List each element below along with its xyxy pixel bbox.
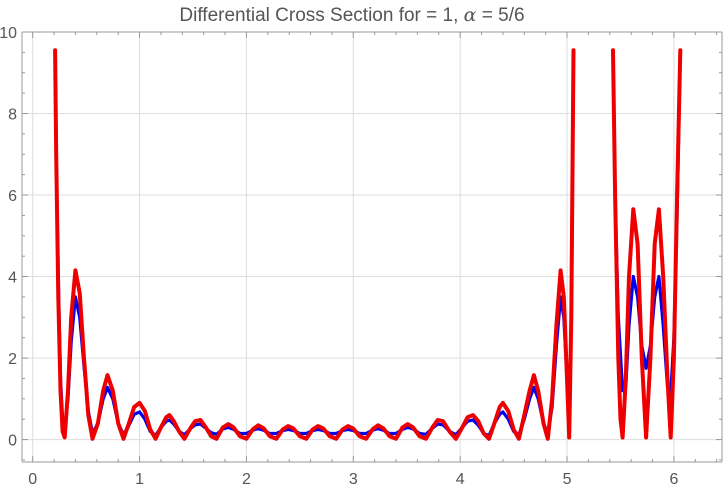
chart-title-prefix: Differential Cross Section for = 1, [179,5,463,26]
y-tick-label-8: 8 [8,107,17,124]
tick-labels: 0 1 2 3 4 5 6 0 2 4 6 8 10 [0,25,678,488]
chart-title-alpha: α [464,4,477,26]
y-tick-label-10: 10 [0,25,17,42]
series-1 [53,48,683,441]
axes [21,31,723,463]
y-tick-label-6: 6 [8,188,17,205]
x-tick-label-1: 1 [135,471,144,488]
series-1-line-1 [611,48,683,440]
chart-title-suffix: = 5/6 [477,5,525,26]
series-layer [53,48,683,441]
x-tick-label-3: 3 [349,471,358,488]
x-tick-label-6: 6 [669,471,678,488]
x-tick-label-0: 0 [28,471,37,488]
y-tick-label-0: 0 [8,433,17,450]
x-tick-label-2: 2 [242,471,251,488]
y-tick-label-2: 2 [8,351,17,368]
grid-lines [22,31,722,462]
y-tick-label-4: 4 [8,270,17,287]
x-tick-label-4: 4 [456,471,465,488]
series-1-line-0 [53,48,576,441]
chart-title: Differential Cross Section for = 1, α = … [179,4,524,26]
x-tick-label-5: 5 [563,471,572,488]
